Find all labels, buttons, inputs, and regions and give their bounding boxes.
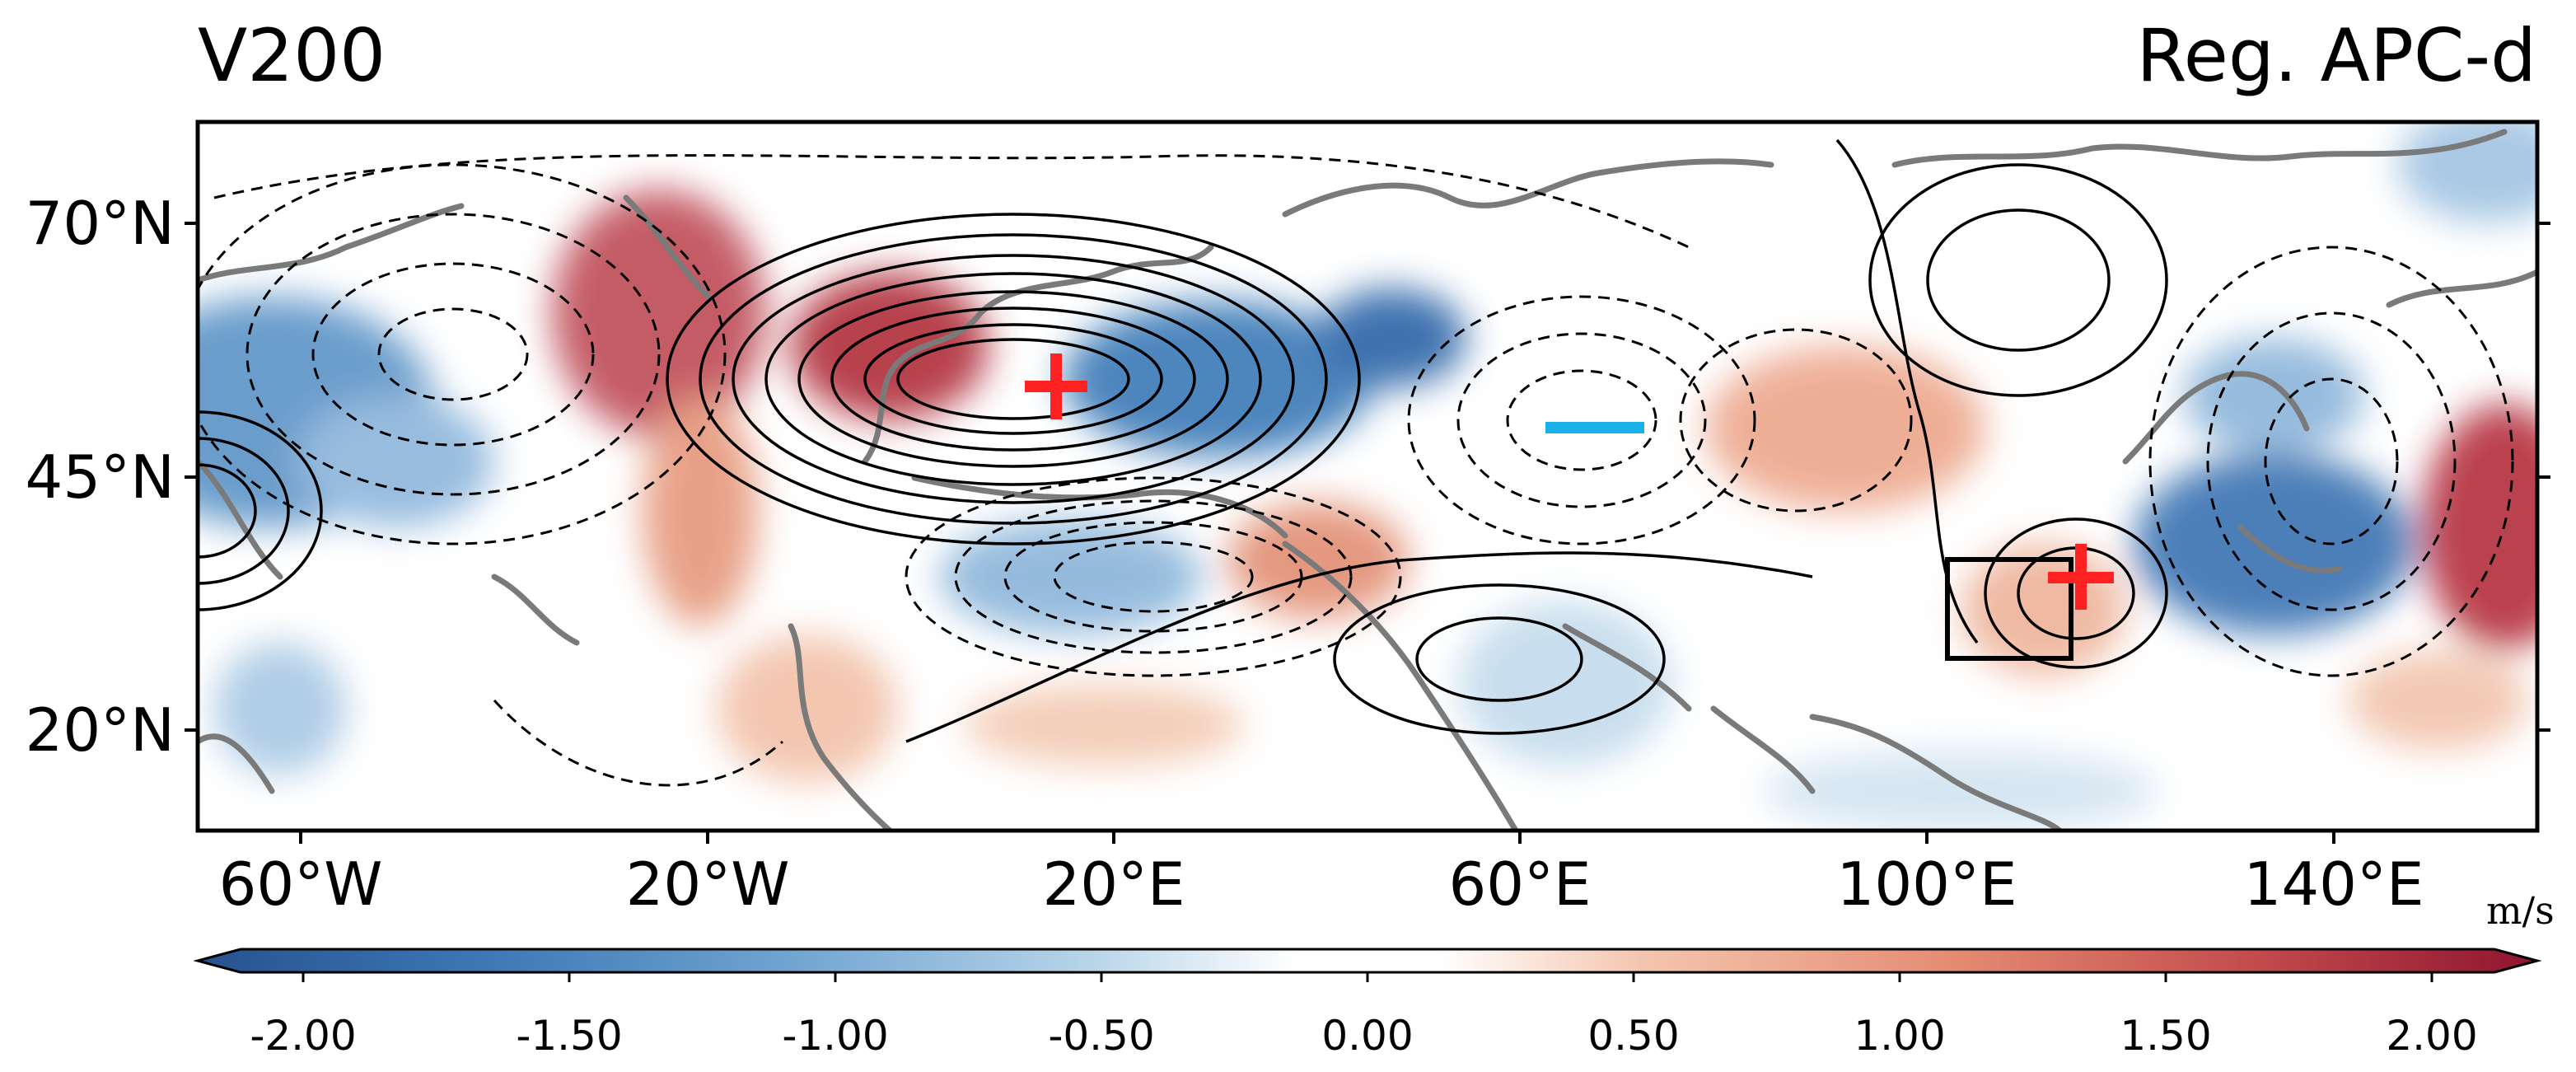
panel-title: Reg. APC-d [2136, 13, 2536, 98]
lon-tick-label: 140°E [2244, 850, 2424, 919]
units-label: m/s [2486, 888, 2555, 933]
colorbar-tick-label: -1.50 [516, 1012, 622, 1060]
colorbar-tick-label: 2.00 [2386, 1012, 2477, 1060]
colorbar-tick-label: -1.00 [782, 1012, 888, 1060]
colorbar-tick-labels: -2.00 -1.50 -1.00 -0.50 0.00 0.50 1.00 1… [250, 1012, 2477, 1060]
colorbar: -2.00 -1.50 -1.00 -0.50 0.00 0.50 1.00 1… [193, 948, 2542, 1060]
colorbar-tick-label: 1.50 [2120, 1012, 2211, 1060]
lat-tick-label: 20°N [26, 695, 175, 765]
colorbar-tick-label: -0.50 [1048, 1012, 1154, 1060]
map-area: 60°W 20°W 20°E 60°E 100°E 140°E 70°N 45°… [26, 119, 2550, 919]
lon-tick-labels: 60°W 20°W 20°E 60°E 100°E 140°E [219, 850, 2424, 919]
colorbar-tick-label: 1.00 [1854, 1012, 1945, 1060]
plus-marker-east-asia [2048, 544, 2114, 610]
lon-tick-label: 60°E [1448, 850, 1591, 919]
plus-marker-europe [1025, 353, 1087, 419]
colorbar-tick-label: 0.00 [1321, 1012, 1413, 1060]
axis-ticks [185, 222, 2550, 844]
shaded-field [198, 122, 2537, 831]
region-box [1945, 557, 2073, 661]
lat-tick-label: 45°N [26, 442, 175, 512]
colorbar-bar [193, 948, 2542, 974]
lat-tick-label: 70°N [26, 189, 175, 258]
coastlines [198, 129, 2537, 831]
variable-title: V200 [198, 13, 386, 98]
colorbar-tick-label: -2.00 [250, 1012, 356, 1060]
colorbar-tick-label: 0.50 [1587, 1012, 1679, 1060]
lat-tick-labels: 70°N 45°N 20°N [26, 189, 175, 765]
lon-tick-label: 20°E [1042, 850, 1185, 919]
solid-contours [198, 138, 2168, 743]
minus-marker-central-asia [1545, 422, 1644, 433]
lon-tick-label: 100°E [1837, 850, 2017, 919]
lon-tick-label: 60°W [219, 850, 383, 919]
sign-markers [1025, 353, 2114, 610]
dashed-contours [198, 154, 2514, 787]
colorbar-ticks [302, 972, 2433, 982]
lon-tick-label: 20°W [626, 850, 790, 919]
